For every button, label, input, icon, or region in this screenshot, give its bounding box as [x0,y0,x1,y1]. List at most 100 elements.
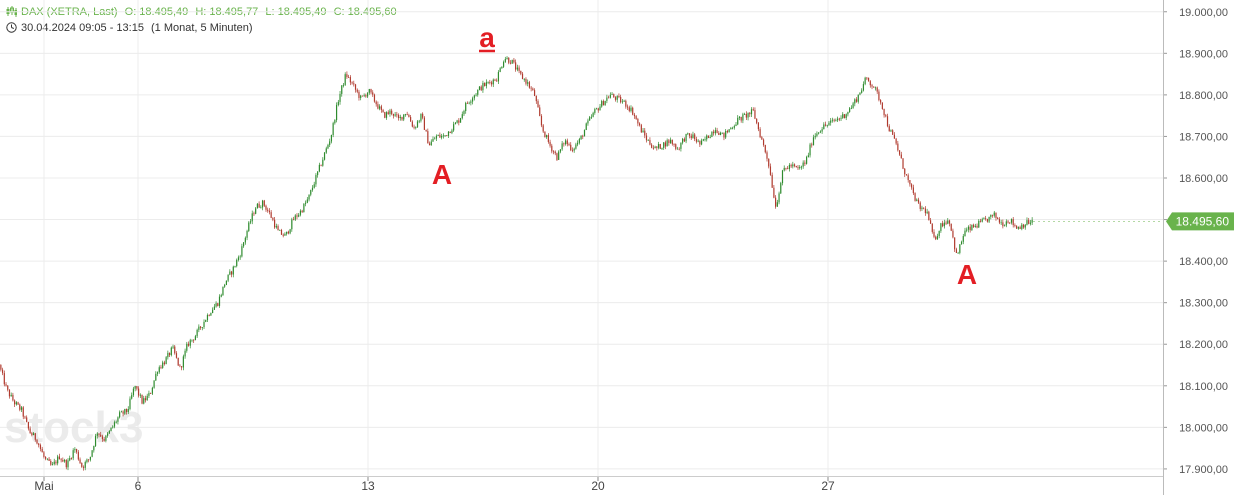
candle [542,124,544,133]
candle [929,218,932,224]
candle [785,167,787,171]
candle [119,410,121,419]
candle [528,80,531,89]
candle [836,116,839,122]
candle [199,326,202,330]
candle [695,136,698,144]
candle [525,77,527,86]
candle [32,432,35,436]
candle [241,243,243,258]
candle [685,133,687,144]
x-tick-label: 13 [361,479,375,493]
candle [928,210,930,221]
candle [547,133,549,144]
wave-label: A [432,159,452,190]
candle [313,181,315,189]
candle [707,135,710,139]
candle [533,88,536,97]
candle [568,142,570,147]
candle [924,206,926,216]
candle [583,129,586,137]
candle [890,129,892,133]
candle [267,207,269,213]
candle [873,86,875,88]
candle [62,457,64,463]
candle [101,434,104,442]
candle [838,117,840,122]
candle [162,360,164,369]
candle [177,357,179,366]
candle [272,217,274,222]
candle [89,456,91,462]
candle [1,367,4,376]
candle [282,233,284,238]
candle [516,64,518,72]
candle [523,78,525,82]
candle [551,143,553,154]
candle [892,129,894,135]
date-range: 30.04.2024 09:05 - 13:15 [21,22,144,34]
candle [711,131,713,138]
candle [303,203,305,213]
candle [124,408,126,415]
candle [520,70,522,76]
candle [482,80,484,93]
candle [206,313,209,322]
candle [466,101,469,104]
candle [585,122,587,131]
candle [902,157,904,170]
candle [601,99,603,108]
candle [141,394,143,405]
candle [728,129,730,133]
candle [830,117,832,126]
candle [657,141,660,150]
candle [678,147,680,151]
candle [962,233,964,245]
candle [84,460,86,471]
candle [781,169,784,186]
candle [973,223,975,229]
candle [361,95,364,97]
candle [921,205,923,211]
candle [50,459,52,466]
candle [420,113,422,123]
candle [205,319,207,323]
candle [265,204,267,212]
candle [51,462,54,466]
candle [113,420,116,429]
candle [842,112,844,119]
candle [606,94,608,104]
candle [716,127,718,134]
candle [70,457,73,460]
candle [504,56,506,63]
candle [246,229,248,241]
candle [210,312,212,316]
candle [812,134,815,146]
candle [893,132,896,139]
candle [954,237,956,252]
candle [626,104,629,110]
candle [463,109,465,117]
candle [107,431,109,438]
candle [632,106,634,116]
candle [826,124,828,128]
candle [0,364,2,372]
candle [253,211,255,216]
candle [780,181,782,194]
candle [444,135,446,137]
candle [527,79,529,87]
candle [811,142,813,148]
candle [447,131,450,139]
candle [323,151,326,161]
candle [733,124,735,130]
candle [36,438,38,445]
candle [454,121,456,125]
y-tick-label: 18.300,00 [1179,298,1228,310]
candle [237,255,240,262]
candle [926,208,928,215]
candle [279,229,281,231]
candle [299,209,302,217]
candle [764,144,766,154]
candle [306,197,308,204]
